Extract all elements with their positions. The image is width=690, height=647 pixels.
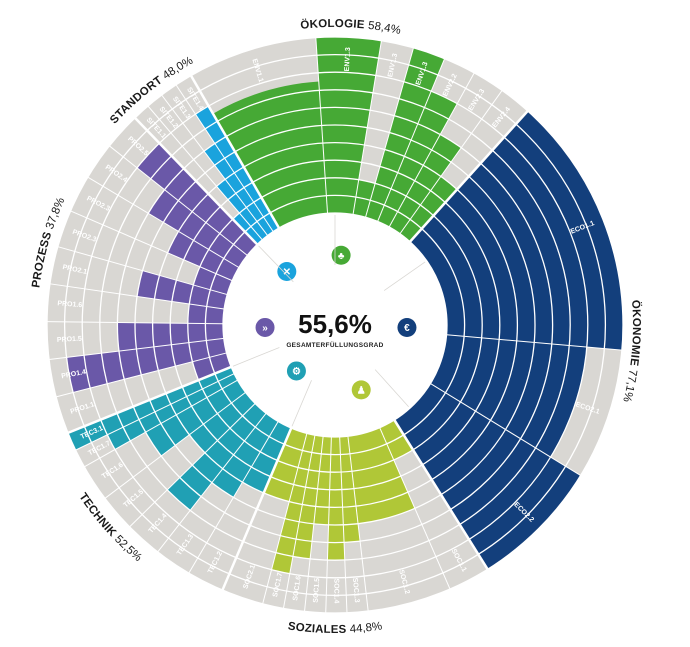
ring-gridline <box>134 124 536 526</box>
segment-label: PRO1.4 <box>61 369 87 381</box>
bar-segment-site1-3 <box>204 143 274 236</box>
ring-gridline <box>222 212 448 438</box>
bar-segment-env2-2 <box>377 91 458 227</box>
svg-text:♟: ♟ <box>357 385 366 396</box>
ring-gridline <box>46 36 624 614</box>
ring-gridline <box>81 71 589 579</box>
bar-segment-pro2-3 <box>167 231 239 281</box>
center-divider <box>232 347 280 367</box>
bar-segment-eco2-2 <box>394 383 581 570</box>
bar-segment-tec1-5 <box>189 392 256 453</box>
ring-gridline <box>151 141 519 509</box>
ring-gridline <box>169 159 501 491</box>
gears-icon: ⚙ <box>286 361 306 381</box>
center-divider <box>383 261 426 291</box>
bar-segment-eco1-1 <box>409 110 623 351</box>
bar-segment-site1-4 <box>195 106 279 232</box>
bar-segment-soc1-5 <box>313 436 332 525</box>
bar-segment-tec1-6 <box>145 380 246 456</box>
segment-label: ENV1.3 <box>344 47 352 72</box>
bar-segment-soc1-1 <box>379 419 413 460</box>
segment-label: SOC1.6 <box>292 575 302 601</box>
ring-gridline <box>63 53 607 597</box>
segment-label: PRO1.5 <box>57 336 82 344</box>
center-divider <box>291 380 312 427</box>
euro-icon: € <box>397 318 417 338</box>
bar-segment-tec1-2 <box>242 421 292 493</box>
bar-segment-tec1-4 <box>167 403 267 511</box>
total-label: GESAMTERFÜLLUNGSGRAD <box>286 340 383 349</box>
people-icon: ♟ <box>351 380 371 400</box>
pin-icon: ✕ <box>277 261 297 281</box>
tree-icon: ♣ <box>331 245 351 265</box>
bar-segment-env2-3 <box>389 134 462 234</box>
bar-segment-tec1-3 <box>211 413 279 498</box>
total-value: 55,6% <box>298 309 372 339</box>
category-label-2: SOZIALES 44,8% <box>287 620 383 636</box>
category-label-1: ÖKONOMIE 77,1% <box>620 300 642 404</box>
ring-gridline <box>116 106 554 544</box>
bar-segment-soc1-6 <box>292 435 324 559</box>
svg-text:€: € <box>404 323 410 334</box>
bar-segment-pro2-4 <box>148 189 248 268</box>
svg-text:♣: ♣ <box>338 251 345 262</box>
bar-segment-site1-2 <box>216 179 268 240</box>
bar-segment-env1-3 <box>365 47 445 222</box>
center-divider <box>258 245 294 283</box>
svg-text:✕: ✕ <box>283 267 291 278</box>
ring-gridline <box>187 177 483 473</box>
segment-label: PRO1.6 <box>57 300 82 309</box>
svg-text:⚙: ⚙ <box>292 366 301 377</box>
svg-text:»: » <box>262 323 268 334</box>
bar-segment-env2-4 <box>399 176 458 242</box>
ring-gridline <box>204 194 466 456</box>
ring-gridline <box>99 89 571 561</box>
category-divider <box>188 73 283 233</box>
bar-segment-tec1-7 <box>107 373 238 450</box>
segment-label: SOC1.4 <box>332 579 339 604</box>
bar-segment-pro2-5 <box>137 143 258 256</box>
category-label-0: ÖKOLOGIE 58,4% <box>300 18 402 37</box>
segment-label: SOC1.3 <box>351 578 360 603</box>
segment-label: SOC1.5 <box>313 578 322 603</box>
center-divider <box>374 369 409 408</box>
bar-segment-tec3-1 <box>67 366 235 451</box>
bar-segment-soc2-1 <box>263 428 307 502</box>
arrows-icon: » <box>255 317 275 337</box>
